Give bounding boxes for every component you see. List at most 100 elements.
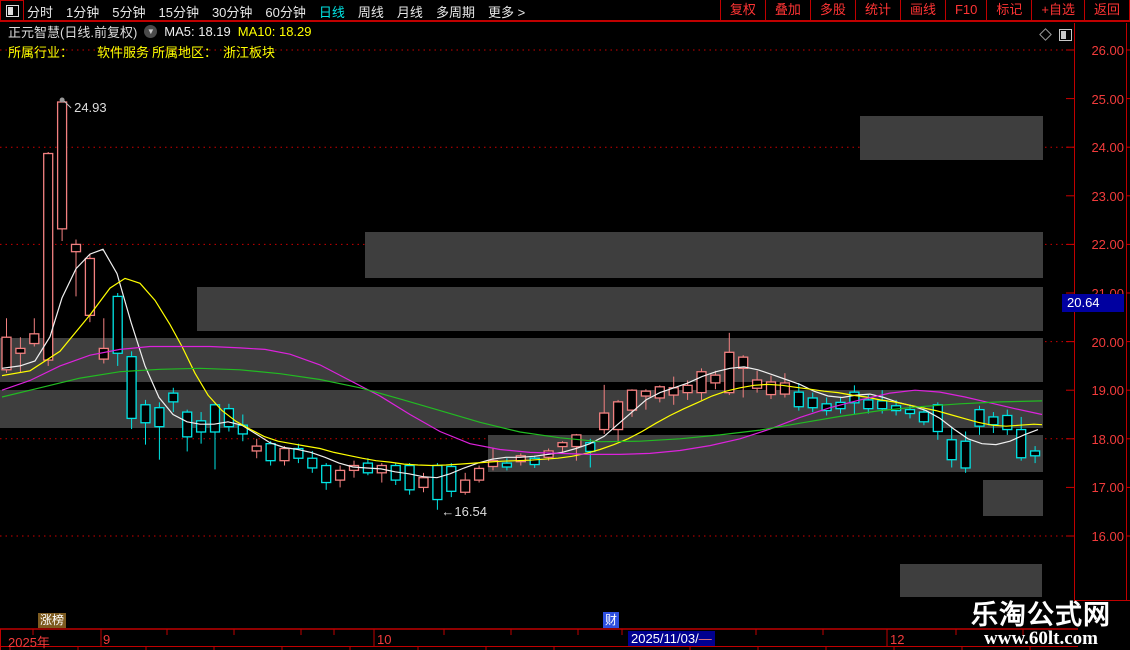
candle-body: [209, 404, 221, 433]
tab-分时[interactable]: 分时: [27, 4, 54, 20]
candle-body: [515, 455, 526, 463]
candle-body: [473, 467, 485, 481]
button-多股[interactable]: 多股: [809, 0, 855, 20]
rank-badge[interactable]: 涨榜: [38, 613, 67, 628]
masked-region: [860, 116, 1043, 160]
candle-body: [904, 408, 916, 415]
button-统计[interactable]: 统计: [854, 0, 900, 20]
button-画线[interactable]: 画线: [899, 0, 945, 20]
finance-badge[interactable]: 财: [603, 612, 619, 628]
candle-body: [112, 295, 123, 354]
masked-region: [900, 564, 1042, 597]
candle-body: [460, 479, 471, 493]
masked-region: [365, 232, 1043, 278]
tab-15分钟[interactable]: 15分钟: [158, 4, 199, 20]
candle-body: [446, 465, 457, 492]
button-复权[interactable]: 复权: [719, 0, 765, 20]
tab-日线[interactable]: 日线: [318, 4, 345, 20]
candle-body: [529, 457, 540, 466]
candle-body: [84, 257, 96, 317]
button-叠加[interactable]: 叠加: [764, 0, 810, 20]
candle-body: [626, 389, 638, 411]
candle-body: [154, 407, 165, 428]
region-label: 所属地区：: [152, 45, 218, 60]
candle-body: [877, 400, 888, 410]
masked-region: [983, 480, 1043, 516]
industry-label: 所属行业：: [8, 45, 74, 60]
candle-body: [807, 397, 818, 409]
candle-body: [1, 336, 12, 371]
tab-周线[interactable]: 周线: [357, 4, 384, 20]
ma-line-ma10: [1, 277, 1043, 467]
candle-body: [779, 382, 791, 395]
masked-region: [197, 287, 1043, 331]
tab-5分钟[interactable]: 5分钟: [112, 4, 146, 20]
chevron-down-icon[interactable]: ▼: [144, 25, 158, 38]
candle-body: [585, 442, 596, 453]
candle-body: [793, 391, 804, 408]
price-label: 20.00: [1091, 334, 1124, 350]
high-marker-line: [63, 100, 72, 109]
month-label: 10: [377, 632, 392, 647]
region-value[interactable]: 浙江板块: [223, 45, 276, 60]
tab-60分钟[interactable]: 60分钟: [265, 4, 306, 20]
candle-body: [432, 464, 443, 501]
month-label: 9: [103, 632, 111, 647]
tab-1分钟[interactable]: 1分钟: [66, 4, 100, 20]
candle-body: [265, 443, 276, 462]
toolbar-buttons: 复权 叠加 多股 统计 画线 F10 标记 +自选 返回: [719, 0, 1130, 22]
candle-body: [43, 152, 54, 361]
candle-body: [612, 401, 624, 431]
ma-line-ma60: [1, 367, 1043, 443]
candle-body: [738, 356, 749, 369]
price-label: 17.00: [1091, 480, 1124, 496]
candle-body: [15, 347, 26, 354]
price-label: 26.00: [1091, 43, 1124, 58]
candle-body: [56, 101, 68, 230]
stock-title: 正元智慧(日线.前复权): [8, 25, 138, 40]
button-+自选[interactable]: +自选: [1031, 0, 1084, 20]
candle-body: [168, 392, 179, 403]
candle-body: [418, 477, 429, 489]
candle-body: [307, 457, 318, 469]
price-label: 16.00: [1091, 529, 1124, 544]
high-marker-dot: [59, 97, 65, 103]
button-F10[interactable]: F10: [944, 0, 986, 20]
candle-body: [334, 469, 346, 481]
time-axis-year: 2025年: [8, 635, 50, 650]
window-layout-icon[interactable]: [0, 0, 24, 22]
candle-body: [988, 416, 999, 426]
candle-body: [195, 420, 207, 433]
period-tabs: 分时 1分钟 5分钟 15分钟 30分钟 60分钟 日线 周线 月线 多周期 更多 >: [27, 0, 525, 22]
candle-body: [404, 464, 415, 491]
candle-body: [223, 408, 235, 428]
low-annotation: ←16.54: [441, 504, 487, 519]
button-返回[interactable]: 返回: [1083, 0, 1130, 20]
industry-value[interactable]: 软件服务: [97, 45, 150, 60]
candle-body: [126, 356, 137, 420]
tab-月线[interactable]: 月线: [396, 4, 423, 20]
button-标记[interactable]: 标记: [986, 0, 1031, 20]
tab-多周期[interactable]: 多周期: [435, 4, 475, 20]
watermark: 乐淘公式网 www.60lt.com: [955, 601, 1127, 649]
split-pane-icon[interactable]: [1059, 29, 1072, 41]
candle-body: [863, 399, 874, 410]
tab-30分钟[interactable]: 30分钟: [211, 4, 253, 20]
candle-body: [70, 243, 82, 253]
candle-body: [599, 412, 610, 431]
candle-body: [251, 445, 262, 452]
price-label: 19.00: [1091, 383, 1124, 399]
candle-body: [682, 384, 693, 394]
candle-body: [696, 371, 707, 394]
candle-body: [1002, 414, 1013, 431]
price-label: 18.00: [1091, 431, 1124, 447]
candle-body: [932, 404, 943, 433]
candle-body: [1029, 450, 1041, 457]
price-label: 25.00: [1091, 91, 1124, 107]
ma10-value: MA10: 18.29: [237, 24, 312, 39]
candle-body: [960, 440, 971, 469]
candle-body: [918, 411, 930, 423]
tab-更多 >[interactable]: 更多 >: [487, 4, 526, 20]
